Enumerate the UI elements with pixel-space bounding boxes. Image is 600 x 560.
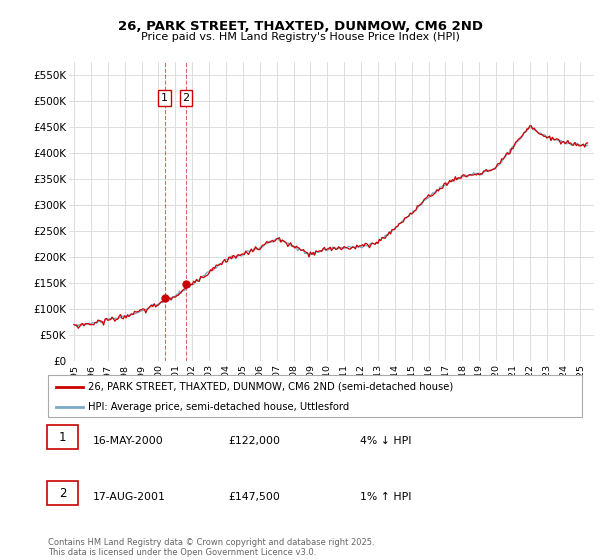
- Text: 1: 1: [161, 93, 168, 103]
- Text: 17-AUG-2001: 17-AUG-2001: [93, 492, 166, 502]
- Text: 2: 2: [59, 487, 66, 500]
- Text: 2: 2: [182, 93, 190, 103]
- FancyBboxPatch shape: [48, 375, 582, 417]
- FancyBboxPatch shape: [47, 425, 78, 450]
- Text: £147,500: £147,500: [228, 492, 280, 502]
- Text: Price paid vs. HM Land Registry's House Price Index (HPI): Price paid vs. HM Land Registry's House …: [140, 32, 460, 43]
- Text: 26, PARK STREET, THAXTED, DUNMOW, CM6 2ND: 26, PARK STREET, THAXTED, DUNMOW, CM6 2N…: [118, 20, 482, 32]
- Text: Contains HM Land Registry data © Crown copyright and database right 2025.
This d: Contains HM Land Registry data © Crown c…: [48, 538, 374, 557]
- Text: 26, PARK STREET, THAXTED, DUNMOW, CM6 2ND (semi-detached house): 26, PARK STREET, THAXTED, DUNMOW, CM6 2N…: [88, 382, 454, 392]
- Text: 1% ↑ HPI: 1% ↑ HPI: [360, 492, 412, 502]
- Text: 4% ↓ HPI: 4% ↓ HPI: [360, 436, 412, 446]
- Text: 16-MAY-2000: 16-MAY-2000: [93, 436, 164, 446]
- FancyBboxPatch shape: [47, 481, 78, 506]
- Text: 1: 1: [59, 431, 66, 444]
- Text: £122,000: £122,000: [228, 436, 280, 446]
- Text: HPI: Average price, semi-detached house, Uttlesford: HPI: Average price, semi-detached house,…: [88, 402, 349, 412]
